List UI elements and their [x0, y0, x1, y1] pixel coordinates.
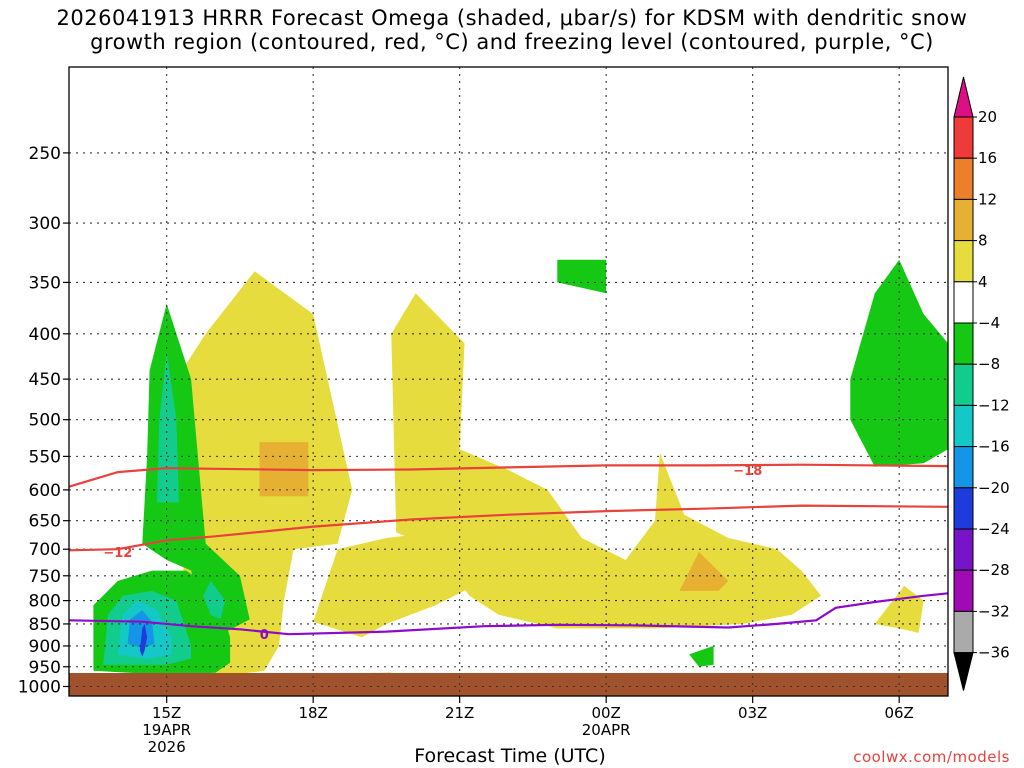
- chart-title-line-2: growth region (contoured, red, °C) and f…: [90, 30, 934, 54]
- colorbar-label-0: 20: [978, 108, 997, 126]
- x-tick-label-0-1: 19APR: [142, 721, 191, 739]
- colorbar-label-3: 8: [978, 232, 988, 250]
- colorbar-label-7: −12: [978, 396, 1010, 414]
- y-tick-label-450: 450: [29, 370, 61, 390]
- colorbar-swatch-3: [953, 240, 974, 283]
- colorbar-label-9: −20: [978, 479, 1010, 497]
- colorbar-swatch-7: [953, 404, 974, 448]
- omega-region-11: [850, 259, 948, 467]
- omega-region-14: [203, 580, 226, 620]
- contour-line-0: [68, 592, 949, 636]
- omega-region-16: [127, 610, 155, 649]
- y-tick-label-550: 550: [29, 447, 61, 467]
- omega-region-17: [139, 623, 148, 657]
- x-tick-label-0-2: 2026: [148, 738, 186, 756]
- colorbar-swatch-1: [953, 157, 974, 200]
- chart-title-line-1: 2026041913 HRRR Forecast Omega (shaded, …: [56, 6, 968, 30]
- y-tick-label-700: 700: [29, 540, 61, 560]
- pressure-axis: 2503003504004505005506006507007508008509…: [18, 144, 69, 697]
- colorbar-label-10: −24: [978, 520, 1010, 538]
- omega-region-10: [689, 645, 714, 667]
- colorbar-label-12: −32: [978, 602, 1010, 620]
- contour-line--12: [68, 504, 949, 552]
- x-tick-label-0-0: 15Z: [152, 704, 181, 722]
- colorbar-label-2: 12: [978, 190, 997, 208]
- colorbar-swatch-0: [953, 116, 974, 159]
- x-axis-label: Forecast Time (UTC): [414, 745, 606, 767]
- contour-label--18: −18: [733, 464, 762, 479]
- colorbar-swatch-10: [953, 528, 974, 571]
- omega-region-5: [679, 551, 729, 591]
- chart-title: 2026041913 HRRR Forecast Omega (shaded, …: [0, 6, 1024, 54]
- source-credit: coolwx.com/models: [853, 748, 1010, 766]
- y-tick-label-500: 500: [29, 411, 61, 431]
- y-tick-label-800: 800: [29, 592, 61, 612]
- colorbar-bottom-arrow: [953, 652, 974, 691]
- colorbar-label-4: 4: [978, 273, 988, 291]
- contour-layer: −18 −12 0: [68, 463, 949, 643]
- colorbar-label-11: −28: [978, 561, 1010, 579]
- omega-region-9: [557, 259, 607, 294]
- x-tick-label-9-1: 20APR: [582, 721, 631, 739]
- omega-region-13: [156, 352, 179, 503]
- colorbar-swatch-11: [953, 569, 974, 612]
- y-tick-label-350: 350: [29, 273, 61, 293]
- colorbar-swatch-2: [953, 198, 974, 242]
- y-tick-label-850: 850: [29, 615, 61, 635]
- y-tick-label-900: 900: [29, 637, 61, 657]
- colorbar-label-1: 16: [978, 149, 997, 167]
- y-tick-label-400: 400: [29, 325, 61, 345]
- colorbar-label-8: −16: [978, 438, 1010, 456]
- contour-label-0: 0: [260, 628, 269, 643]
- x-tick-label-6-0: 21Z: [445, 704, 474, 722]
- colorbar-swatch-5: [953, 322, 974, 365]
- x-tick-label-12-0: 03Z: [738, 704, 767, 722]
- omega-region-2: [391, 293, 821, 629]
- y-tick-label-750: 750: [29, 567, 61, 587]
- y-tick-label-300: 300: [29, 214, 61, 234]
- colorbar-swatch-8: [953, 446, 974, 489]
- colorbar-swatch-12: [953, 610, 974, 654]
- omega-region-1: [313, 532, 485, 638]
- colorbar-label-5: −4: [978, 314, 1000, 332]
- x-tick-label-15-0: 06Z: [884, 704, 913, 722]
- colorbar-swatch-4: [953, 281, 974, 324]
- colorbar-label-13: −36: [978, 644, 1010, 662]
- y-tick-label-1000: 1000: [18, 677, 61, 697]
- y-tick-label-600: 600: [29, 481, 61, 501]
- ground-surface: [69, 673, 948, 696]
- colorbar-legend: 20 16 12 8 4 −4 −8 −12 −16 −20 −24 −28 −32 −36: [953, 76, 1010, 691]
- contour-line--18: [68, 463, 949, 488]
- colorbar-swatch-9: [953, 487, 974, 530]
- x-tick-label-9-0: 00Z: [591, 704, 620, 722]
- plot-frame: [68, 66, 949, 697]
- colorbar-top-arrow: [953, 76, 974, 118]
- y-tick-label-250: 250: [29, 144, 61, 164]
- y-tick-label-950: 950: [29, 658, 61, 678]
- x-tick-label-3-0: 18Z: [298, 704, 327, 722]
- y-tick-label-650: 650: [29, 512, 61, 532]
- colorbar-label-6: −8: [978, 355, 1000, 373]
- colorbar-swatch-6: [953, 363, 974, 406]
- contour-label--12: −12: [103, 546, 132, 561]
